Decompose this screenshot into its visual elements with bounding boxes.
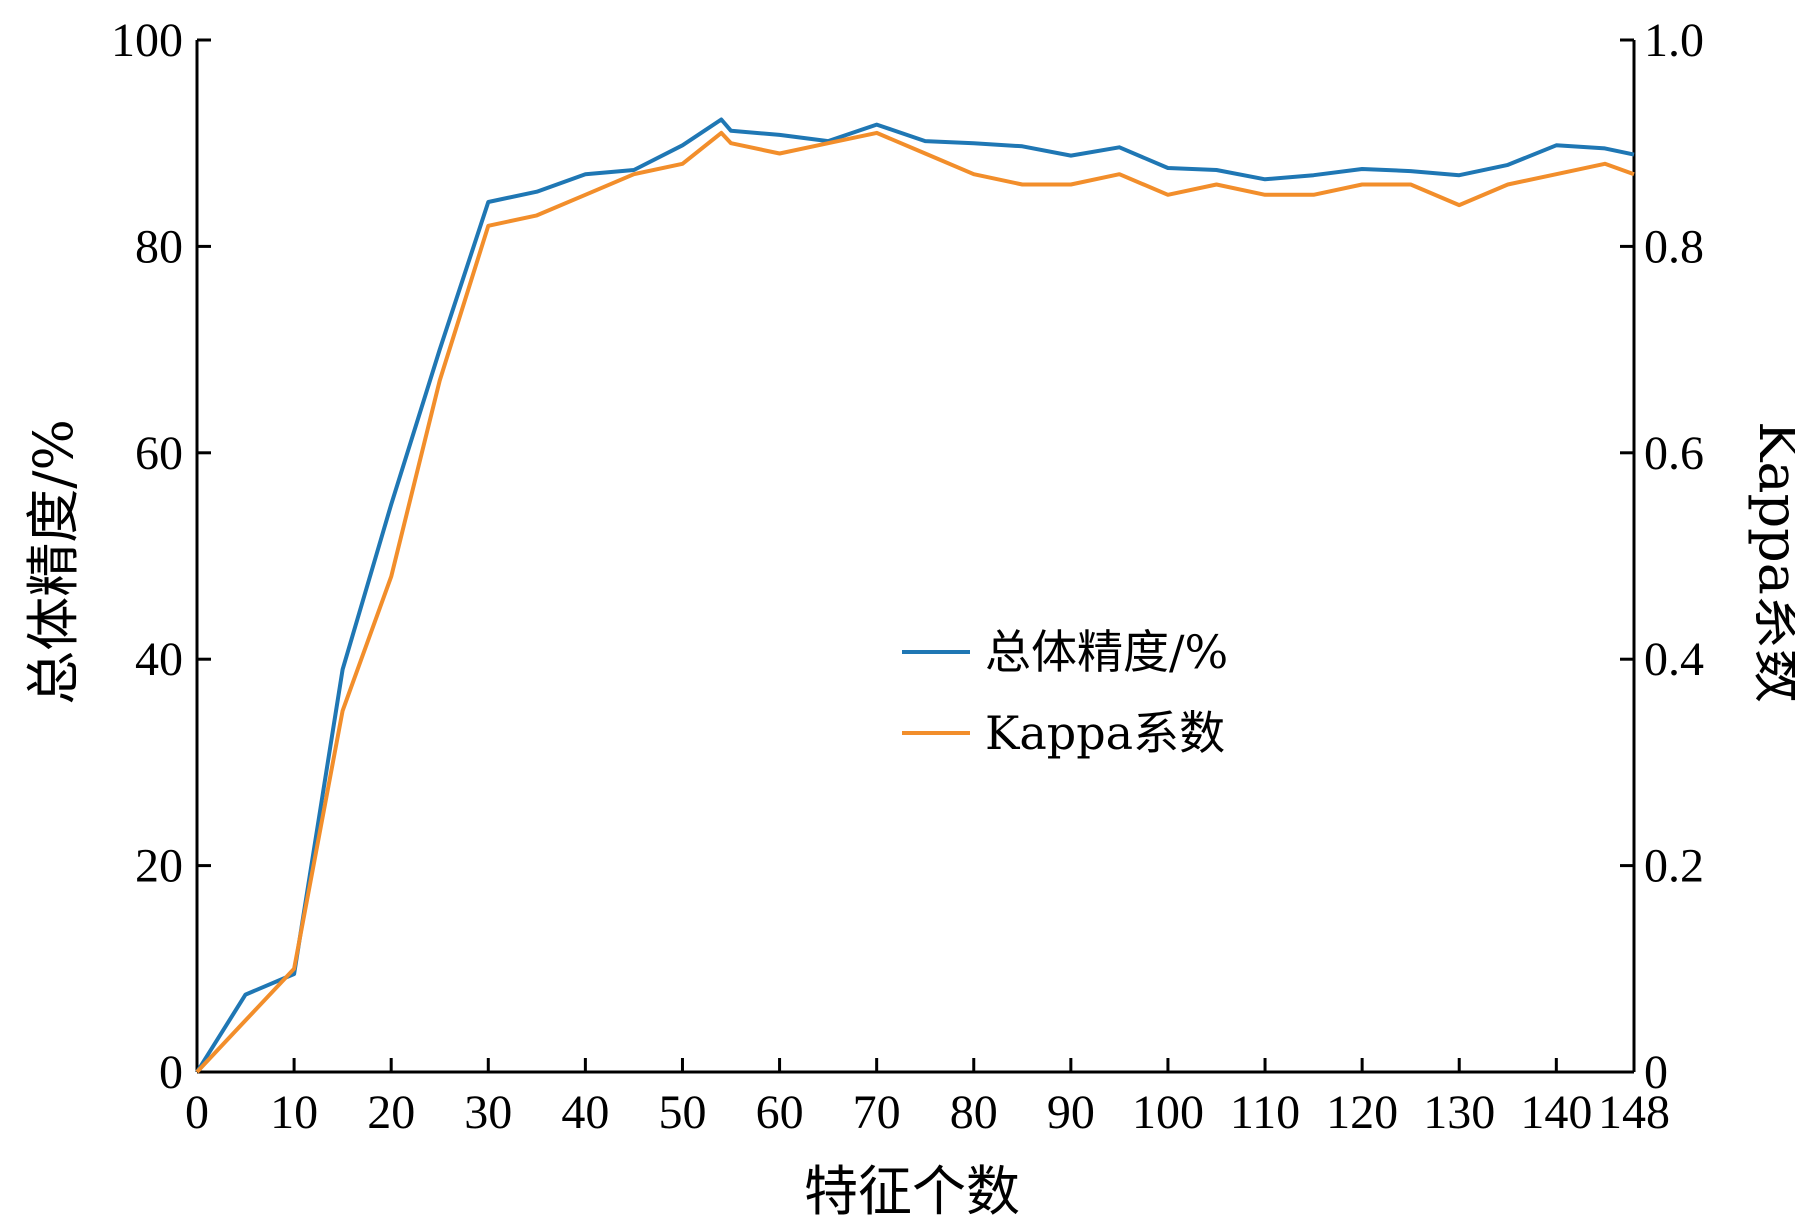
right-y-axis-ticks: 0 0.2 0.4 0.6 0.8 1.0 xyxy=(1620,14,1704,1099)
legend: 总体精度/% Kappa系数 xyxy=(902,625,1228,760)
right-y-tick-label: 0.8 xyxy=(1644,220,1704,273)
right-y-tick-label: 0.2 xyxy=(1644,840,1704,893)
x-tick-label: 130 xyxy=(1423,1086,1495,1139)
series-line-kappa xyxy=(195,130,1635,1074)
left-y-axis-title: 总体精度/% xyxy=(22,419,85,705)
x-tick-label: 148 xyxy=(1598,1086,1670,1139)
left-y-tick-label: 0 xyxy=(159,1046,183,1099)
right-y-tick-label: 1.0 xyxy=(1644,14,1704,67)
x-tick-label: 100 xyxy=(1132,1086,1204,1139)
right-y-tick-label: 0.6 xyxy=(1644,427,1704,480)
right-y-tick-label: 0 xyxy=(1644,1046,1668,1099)
right-y-axis-title: Kappa系数 xyxy=(1747,421,1795,703)
x-axis-ticks: 0 10 20 30 40 50 60 70 80 90 100 110 120 130 140 148 xyxy=(185,1058,1670,1139)
x-tick-label: 0 xyxy=(185,1086,209,1139)
x-tick-label: 140 xyxy=(1520,1086,1592,1139)
legend-label-kappa: Kappa系数 xyxy=(985,706,1225,760)
left-y-axis-ticks: 0 20 40 60 80 100 xyxy=(111,14,211,1099)
left-y-tick-label: 60 xyxy=(135,427,183,480)
left-y-tick-label: 20 xyxy=(135,840,183,893)
x-axis-title: 特征个数 xyxy=(804,1160,1020,1223)
left-y-tick-label: 80 xyxy=(135,220,183,273)
left-y-tick-label: 40 xyxy=(135,633,183,686)
legend-label-overall-accuracy: 总体精度/% xyxy=(985,625,1228,679)
x-tick-label: 70 xyxy=(853,1086,901,1139)
x-tick-label: 110 xyxy=(1230,1086,1300,1139)
right-y-tick-label: 0.4 xyxy=(1644,633,1704,686)
x-tick-label: 60 xyxy=(756,1086,804,1139)
series-line-overall-accuracy xyxy=(195,117,1635,1074)
left-y-tick-label: 100 xyxy=(111,14,183,67)
x-tick-label: 10 xyxy=(270,1086,318,1139)
x-tick-label: 30 xyxy=(464,1086,512,1139)
plot-axes xyxy=(195,40,1636,1074)
x-tick-label: 50 xyxy=(658,1086,706,1139)
x-tick-label: 120 xyxy=(1326,1086,1398,1139)
x-tick-label: 90 xyxy=(1047,1086,1095,1139)
x-tick-label: 80 xyxy=(950,1086,998,1139)
x-tick-label: 20 xyxy=(367,1086,415,1139)
data-series xyxy=(195,117,1635,1074)
x-tick-label: 40 xyxy=(561,1086,609,1139)
